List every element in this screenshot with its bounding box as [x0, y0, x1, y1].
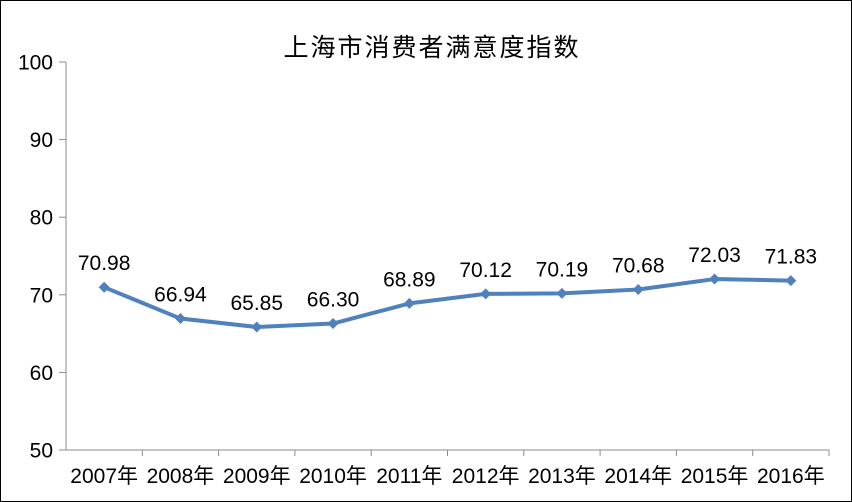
- data-point-label: 66.30: [307, 289, 360, 312]
- y-tick-label: 100: [18, 52, 53, 75]
- x-axis-label: 2007年: [70, 465, 138, 488]
- x-axis-label: 2013年: [528, 465, 596, 488]
- y-tick-label: 90: [30, 129, 53, 152]
- x-axis-label: 2009年: [223, 465, 291, 488]
- x-axis-label: 2016年: [757, 465, 825, 488]
- data-point-label: 72.03: [688, 244, 741, 267]
- data-point-label: 66.94: [154, 284, 207, 307]
- data-point-label: 70.19: [536, 258, 589, 281]
- data-point-label: 70.98: [78, 252, 131, 275]
- x-axis-label: 2015年: [681, 465, 749, 488]
- data-point-label: 71.83: [765, 246, 818, 269]
- y-tick-label: 50: [30, 440, 53, 463]
- chart-title: 上海市消费者满意度指数: [283, 34, 581, 62]
- data-point-label: 70.12: [459, 259, 512, 282]
- data-point-marker: [632, 284, 644, 296]
- series-line: [102, 277, 793, 330]
- x-axis-label: 2014年: [604, 465, 672, 488]
- data-point-marker: [403, 297, 415, 309]
- x-axis-label: 2011年: [376, 465, 442, 488]
- data-point-label: 65.85: [230, 292, 283, 315]
- data-point-marker: [480, 288, 492, 300]
- x-axis-label: 2012年: [452, 465, 520, 488]
- data-point-marker: [98, 281, 110, 293]
- x-axis-label: 2008年: [147, 465, 215, 488]
- data-point-label: 68.89: [383, 268, 436, 291]
- data-point-marker: [327, 318, 339, 330]
- data-point-marker: [556, 287, 568, 299]
- data-point-marker: [785, 275, 797, 287]
- data-point-marker: [174, 313, 186, 325]
- y-tick-label: 60: [30, 362, 53, 385]
- data-point-marker: [251, 321, 263, 333]
- data-point-marker: [709, 273, 721, 285]
- data-point-label: 70.68: [612, 255, 665, 278]
- x-axis-label: 2010年: [299, 465, 367, 488]
- y-tick-label: 70: [30, 284, 53, 307]
- y-tick-label: 80: [30, 207, 53, 230]
